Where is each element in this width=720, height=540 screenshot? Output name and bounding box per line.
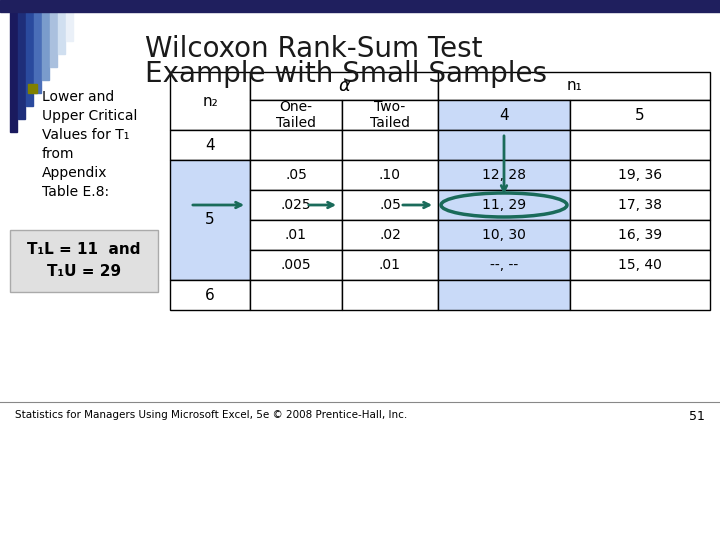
Bar xyxy=(250,190,342,220)
Bar xyxy=(250,130,342,160)
Bar xyxy=(570,160,710,190)
Bar xyxy=(438,130,570,160)
Bar xyxy=(10,230,158,292)
Bar xyxy=(34,12,41,93)
Bar xyxy=(570,130,710,160)
Text: .10: .10 xyxy=(379,168,401,182)
Bar xyxy=(50,12,57,67)
Text: 17, 38: 17, 38 xyxy=(618,198,662,212)
Text: 4: 4 xyxy=(205,138,215,152)
Text: Appendix: Appendix xyxy=(42,166,107,180)
Bar xyxy=(438,220,570,250)
Bar xyxy=(250,220,342,250)
Bar xyxy=(570,190,710,220)
Text: 51: 51 xyxy=(689,410,705,423)
Bar xyxy=(28,84,37,93)
Text: 5: 5 xyxy=(635,107,645,123)
Bar xyxy=(570,280,710,310)
Bar xyxy=(58,12,65,54)
Text: .01: .01 xyxy=(285,228,307,242)
Bar xyxy=(570,100,710,130)
Bar xyxy=(250,160,342,190)
Bar xyxy=(18,12,25,119)
Text: Wilcoxon Rank-Sum Test: Wilcoxon Rank-Sum Test xyxy=(145,35,482,63)
Bar xyxy=(250,280,342,310)
Bar xyxy=(250,72,438,100)
Text: α: α xyxy=(338,77,350,95)
Text: Table E.8:: Table E.8: xyxy=(42,185,109,199)
Text: T₁L = 11  and: T₁L = 11 and xyxy=(27,242,140,257)
Text: from: from xyxy=(42,147,74,161)
Bar xyxy=(170,72,250,130)
Text: Example with Small Samples: Example with Small Samples xyxy=(145,60,547,88)
Text: 6: 6 xyxy=(205,287,215,302)
Text: Upper Critical: Upper Critical xyxy=(42,109,138,123)
Bar xyxy=(342,130,438,160)
Text: 16, 39: 16, 39 xyxy=(618,228,662,242)
Bar xyxy=(42,12,49,80)
Text: .02: .02 xyxy=(379,228,401,242)
Bar xyxy=(170,160,250,280)
Text: 15, 40: 15, 40 xyxy=(618,258,662,272)
Bar xyxy=(342,250,438,280)
Bar xyxy=(66,12,73,41)
Text: 19, 36: 19, 36 xyxy=(618,168,662,182)
Bar xyxy=(10,12,17,132)
Text: .025: .025 xyxy=(281,198,311,212)
Bar xyxy=(438,72,710,100)
Text: One-
Tailed: One- Tailed xyxy=(276,100,316,130)
Bar xyxy=(438,250,570,280)
Text: .05: .05 xyxy=(285,168,307,182)
Text: .005: .005 xyxy=(281,258,311,272)
Text: .01: .01 xyxy=(379,258,401,272)
Bar xyxy=(438,100,570,130)
Bar xyxy=(438,280,570,310)
Text: n₁: n₁ xyxy=(566,78,582,93)
Text: Lower and: Lower and xyxy=(42,90,114,104)
Bar xyxy=(342,190,438,220)
Text: Two-
Tailed: Two- Tailed xyxy=(370,100,410,130)
Text: 11, 29: 11, 29 xyxy=(482,198,526,212)
Bar xyxy=(342,280,438,310)
Text: .05: .05 xyxy=(379,198,401,212)
Bar xyxy=(0,0,720,12)
Text: T₁U = 29: T₁U = 29 xyxy=(47,264,121,279)
Bar xyxy=(438,190,570,220)
Text: Statistics for Managers Using Microsoft Excel, 5e © 2008 Prentice-Hall, Inc.: Statistics for Managers Using Microsoft … xyxy=(15,410,408,420)
Text: 5: 5 xyxy=(205,213,215,227)
Bar xyxy=(250,250,342,280)
Text: 10, 30: 10, 30 xyxy=(482,228,526,242)
Bar xyxy=(170,130,250,160)
Bar xyxy=(570,220,710,250)
Text: 12, 28: 12, 28 xyxy=(482,168,526,182)
Bar xyxy=(26,12,33,106)
Bar xyxy=(570,250,710,280)
Text: 4: 4 xyxy=(499,107,509,123)
Text: --, --: --, -- xyxy=(490,258,518,272)
Bar xyxy=(342,160,438,190)
Bar xyxy=(250,100,342,130)
Bar xyxy=(438,160,570,190)
Text: n₂: n₂ xyxy=(202,93,218,109)
Bar xyxy=(170,280,250,310)
Text: Values for T₁: Values for T₁ xyxy=(42,128,130,142)
Bar xyxy=(342,100,438,130)
Bar xyxy=(342,220,438,250)
